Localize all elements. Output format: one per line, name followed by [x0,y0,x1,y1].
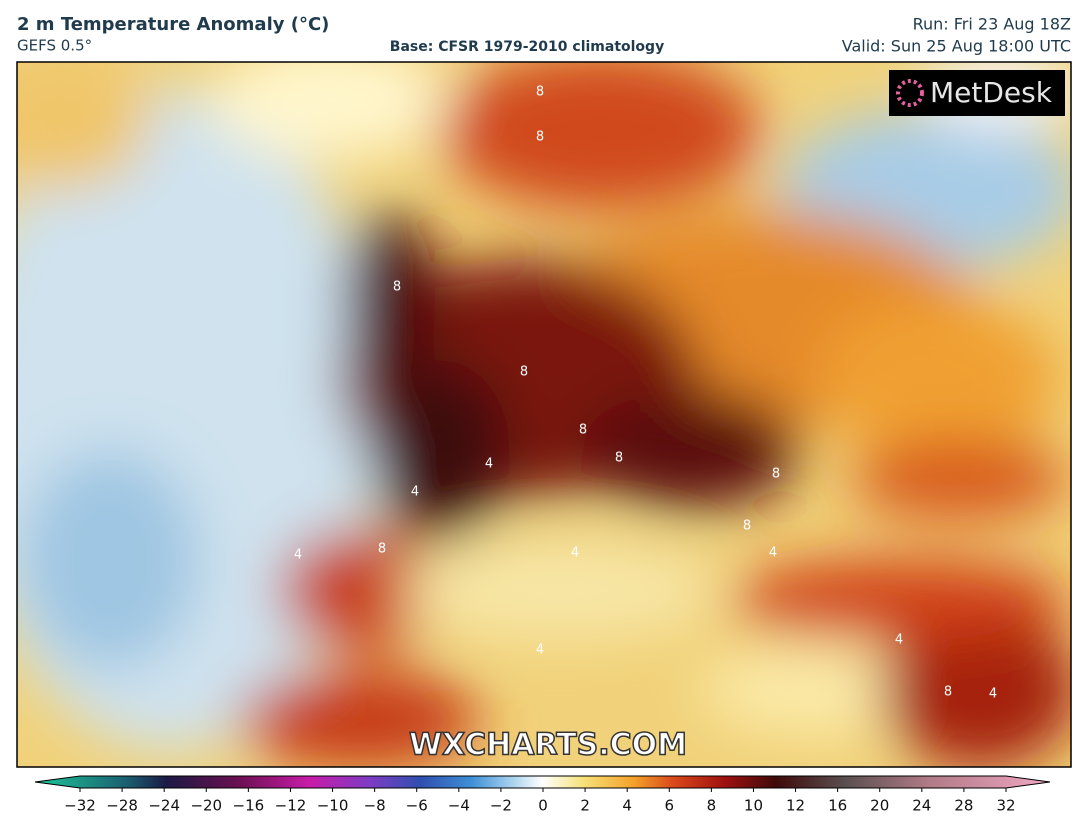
model: GEFS 0.5° [17,37,92,55]
colorbar [34,775,1051,789]
contour-label: 8 [579,423,587,438]
map-frame [16,61,1072,768]
colorbar-tick-label: 2 [580,797,590,815]
contour-label: 4 [769,546,777,561]
logo-box [889,70,1065,116]
colorbar-tick-label: −2 [490,797,512,815]
contour-label: 8 [615,451,623,466]
contour-label: 4 [485,457,493,472]
colorbar-tick-label: 12 [786,797,805,815]
colorbar-tick-label: 4 [622,797,632,815]
logo: MetDesk [930,76,1053,109]
map: 8 8 8 8 8 8 8 8 4 4 4 4 4 4 4 4 8 8 MetDesk WXCHARTS.COM [17,62,1071,767]
colorbar-tick-label: −16 [233,797,265,815]
colorbar-tick-label: 16 [828,797,847,815]
contour-label: 8 [944,685,952,700]
colorbar-tick-label: 20 [870,797,889,815]
base: Base: CFSR 1979-2010 climatology [390,39,664,55]
contour-label: 4 [571,546,579,561]
watermark: WXCHARTS.COM [409,728,687,763]
title: 2 m Temperature Anomaly (°C) [17,14,329,35]
contour-label: 8 [536,130,544,145]
contour-label: 8 [743,519,751,534]
colorbar-tick-label: −10 [317,797,349,815]
colorbar-tick-label: −20 [190,797,222,815]
colorbar-tick-label: 8 [707,797,717,815]
colorbar-tick-label: −32 [64,797,96,815]
colorbar-tick-label: 0 [538,797,548,815]
contour-label: 8 [378,542,386,557]
colorbar-tick-label: −24 [148,797,180,815]
contour-label: 8 [536,85,544,100]
contour-label: 8 [772,467,780,482]
contour-label: 8 [520,365,528,380]
contour-label: 8 [393,280,401,295]
contour-label: 4 [895,633,903,648]
colorbar-tick-label: −28 [106,797,138,815]
contour-label: 4 [411,485,419,500]
colorbar-tick-label: 28 [954,797,973,815]
colorbar-tick-label: −8 [364,797,386,815]
colorbar-tick-label: 10 [744,797,763,815]
colorbar-tick-label: −6 [406,797,428,815]
valid: Valid: Sun 25 Aug 18:00 UTC [842,37,1071,56]
contour-label: 4 [294,548,302,563]
colorbar-tick-label: 6 [664,797,674,815]
colorbar-tick-label: −12 [275,797,307,815]
colorbar-tick-label: −4 [448,797,470,815]
colorbar-tick-label: 32 [996,797,1015,815]
contour-label: 4 [536,643,544,658]
contour-label: 4 [989,687,997,702]
colorbar-tick-label: 24 [912,797,931,815]
run: Run: Fri 23 Aug 18Z [913,15,1071,34]
